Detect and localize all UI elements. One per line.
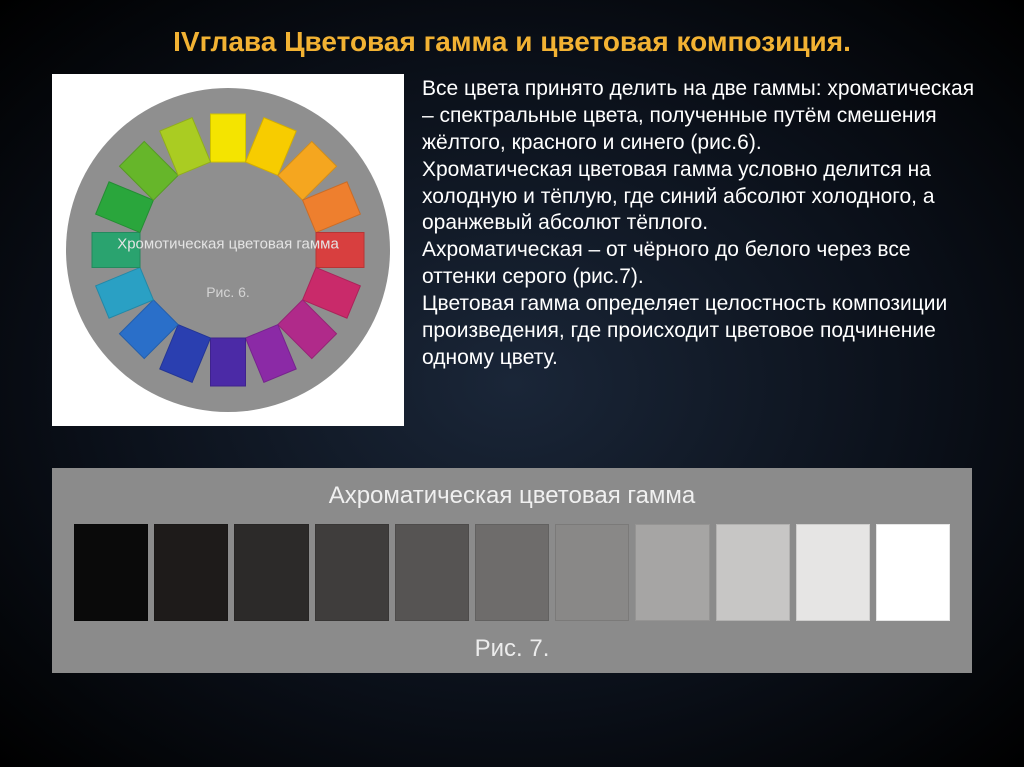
wheel-swatch [210, 338, 246, 387]
body-text-line: Хроматическая цветовая гамма условно дел… [422, 158, 935, 235]
body-text-line: Ахроматическая – от чёрного до белого че… [422, 238, 911, 288]
page-title: IVглава Цветовая гамма и цветовая композ… [0, 26, 1024, 58]
body-text-line: Цветовая гамма определяет целостность ко… [422, 292, 947, 369]
achromatic-swatch [395, 524, 469, 621]
chromatic-disc: Хромотическая цветовая гамма Рис. 6. [66, 88, 390, 412]
achromatic-swatch [555, 524, 629, 621]
achromatic-swatch [716, 524, 790, 621]
chromatic-center-label: Хромотическая цветовая гамма [117, 235, 339, 252]
achromatic-panel: Ахроматическая цветовая гамма Рис. 7. [52, 468, 972, 673]
chromatic-figure-label: Рис. 6. [206, 284, 250, 300]
body-text: Все цвета принято делить на две гаммы: х… [422, 74, 984, 426]
achromatic-swatch [475, 524, 549, 621]
achromatic-title: Ахроматическая цветовая гамма [74, 482, 950, 510]
achromatic-swatch [876, 524, 950, 621]
achromatic-swatch [154, 524, 228, 621]
chromatic-panel: Хромотическая цветовая гамма Рис. 6. [52, 74, 404, 426]
achromatic-swatch [315, 524, 389, 621]
achromatic-figure-label: Рис. 7. [74, 635, 950, 663]
achromatic-strip [74, 524, 950, 621]
achromatic-swatch [234, 524, 308, 621]
achromatic-swatch [635, 524, 709, 621]
wheel-swatch [210, 114, 246, 163]
achromatic-swatch [74, 524, 148, 621]
body-text-line: Все цвета принято делить на две гаммы: х… [422, 77, 974, 154]
top-row: Хромотическая цветовая гамма Рис. 6. Все… [52, 74, 984, 426]
achromatic-swatch [796, 524, 870, 621]
